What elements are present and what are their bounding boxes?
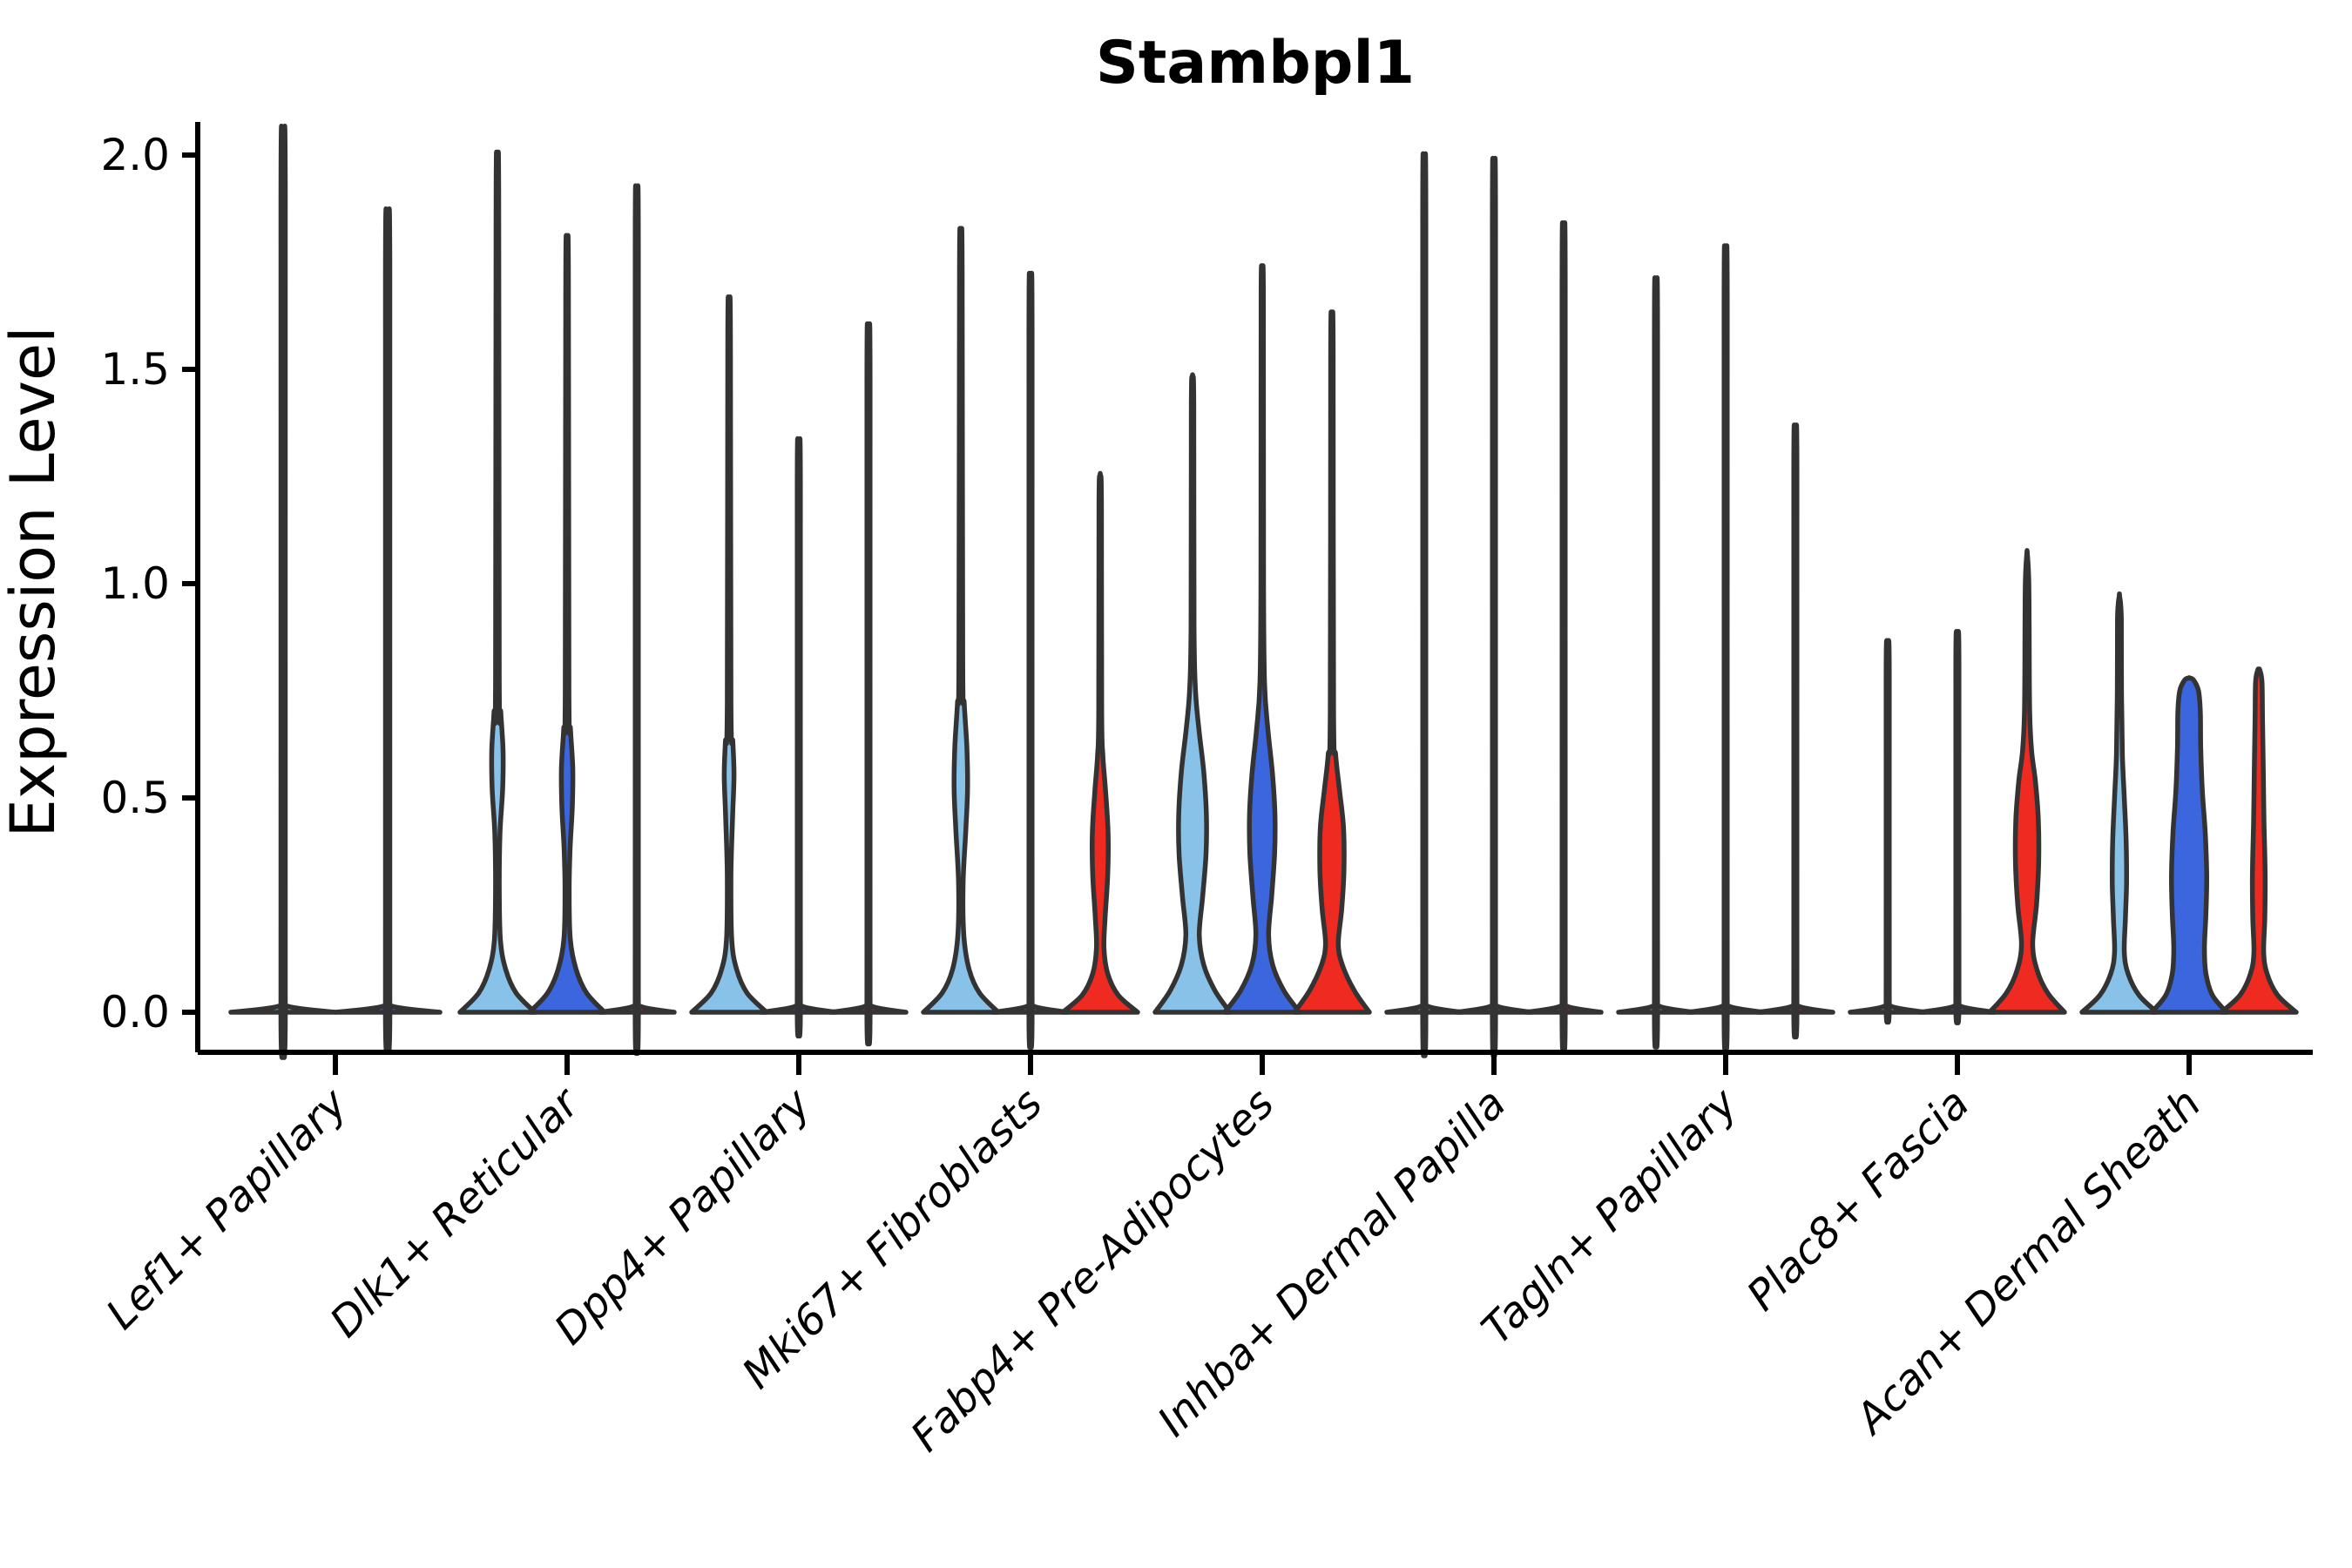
violin-fabp4-pre-adipocytes-split3 xyxy=(1292,309,1372,1015)
violin-dpp4-papillary-split3 xyxy=(828,321,909,1047)
x-axis-category-label-dpp4-papillary: Dpp4+ Papillary xyxy=(545,1078,821,1354)
violins-layer xyxy=(228,124,2299,1060)
violin-dpp4-papillary-split2 xyxy=(759,436,839,1038)
violin-tagln-papillary-split1 xyxy=(1616,275,1696,1050)
violin-dlk1-reticular-split3 xyxy=(597,183,677,1057)
violin-inhba-dermal-papilla-split1 xyxy=(1384,151,1464,1058)
chart-title: Stambpl1 xyxy=(1096,29,1415,98)
violin-fabp4-pre-adipocytes-split2 xyxy=(1222,263,1302,1015)
violin-plac8-fascia-split2 xyxy=(1917,629,1997,1025)
y-axis-tick-label: 1.0 xyxy=(100,558,170,609)
violin-tagln-papillary-split2 xyxy=(1686,243,1766,1052)
y-axis-label: Expression Level xyxy=(0,326,69,837)
violin-plac8-fascia-split3 xyxy=(1987,548,2067,1015)
violin-mki67-fibroblasts-split2 xyxy=(990,270,1071,1051)
violin-acan-dermal-sheath-split3 xyxy=(2219,666,2299,1015)
y-axis-tick-label: 0.0 xyxy=(100,987,170,1037)
violin-dlk1-reticular-split2 xyxy=(527,233,607,1015)
violin-dlk1-reticular-split1 xyxy=(457,149,537,1015)
violin-mki67-fibroblasts-split1 xyxy=(921,226,1001,1015)
violin-lef1-papillary-split1 xyxy=(228,124,338,1060)
violin-dpp4-papillary-split1 xyxy=(689,294,769,1015)
violin-mki67-fibroblasts-split3 xyxy=(1060,470,1140,1015)
x-axis-category-label-tagln-papillary: Tagln+ Papillary xyxy=(1472,1078,1747,1354)
violin-fabp4-pre-adipocytes-split1 xyxy=(1152,372,1233,1015)
violin-inhba-dermal-papilla-split2 xyxy=(1454,156,1534,1058)
y-axis-tick-label: 0.5 xyxy=(100,773,170,823)
violin-plac8-fascia-split1 xyxy=(1848,638,1928,1024)
y-axis-tick-label: 2.0 xyxy=(100,130,170,180)
violin-lef1-papillary-split2 xyxy=(333,206,443,1055)
x-axis-category-label-plac8-fascia: Plac8+ Fascia xyxy=(1738,1079,1979,1321)
violin-acan-dermal-sheath-split1 xyxy=(2079,591,2159,1015)
violin-inhba-dermal-papilla-split3 xyxy=(1524,220,1604,1054)
x-axis-category-label-dlk1-reticular: Dlk1+ Reticular xyxy=(321,1078,591,1348)
violin-tagln-papillary-split3 xyxy=(1755,422,1835,1040)
x-axis-category-label-lef1-papillary: Lef1+ Papillary xyxy=(97,1078,357,1339)
y-axis-tick-label: 1.5 xyxy=(100,344,170,395)
violin-acan-dermal-sheath-split2 xyxy=(2149,675,2229,1015)
